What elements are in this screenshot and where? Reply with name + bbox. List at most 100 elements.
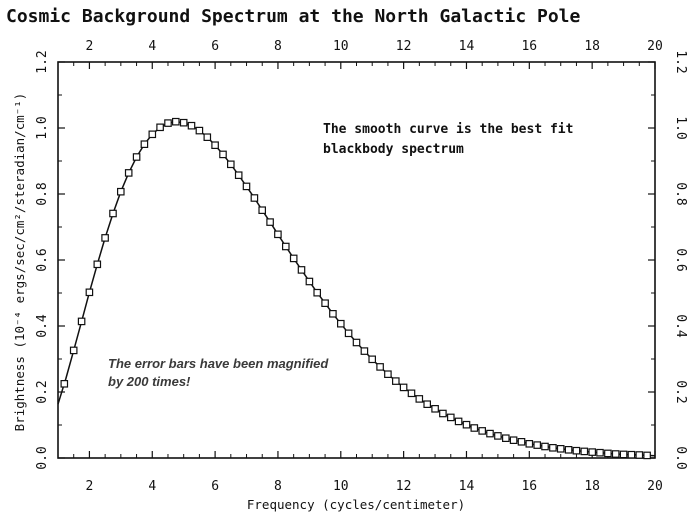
x-tick-label-bottom: 14 [459, 479, 475, 494]
x-tick-label-top: 10 [333, 39, 349, 54]
data-point [572, 446, 581, 455]
x-tick-label-top: 14 [459, 39, 475, 54]
x-tick-label-bottom: 6 [211, 479, 219, 494]
data-point [627, 450, 636, 459]
data-point [227, 160, 235, 169]
x-tick-label-bottom: 12 [396, 479, 412, 494]
x-tick-label-top: 12 [396, 39, 412, 54]
data-point [282, 242, 290, 251]
axis-ticks [57, 61, 656, 459]
y-tick-label-right: 0.6 [673, 248, 688, 271]
data-point [69, 346, 78, 355]
y-tick-label-right: 0.0 [673, 446, 688, 469]
x-tick-label-bottom: 18 [584, 479, 600, 494]
data-point [313, 288, 322, 297]
x-tick-label-bottom: 20 [647, 479, 663, 494]
x-tick-label-top: 18 [584, 39, 600, 54]
data-point [344, 329, 353, 338]
y-tick-label-left: 0.0 [35, 446, 50, 469]
x-tick-label-bottom: 8 [274, 479, 282, 494]
blackbody-fit-curve [57, 120, 656, 457]
x-tick-label-bottom: 16 [521, 479, 537, 494]
data-point [588, 448, 597, 456]
data-point [132, 153, 141, 161]
x-tick-label-top: 16 [521, 39, 537, 54]
data-markers [60, 117, 651, 460]
data-point [384, 370, 392, 379]
data-point [376, 363, 384, 371]
data-point [517, 438, 526, 446]
data-point [509, 436, 518, 445]
data-point [415, 395, 424, 403]
data-point [195, 126, 204, 135]
data-point [250, 194, 259, 202]
x-tick-label-top: 2 [86, 39, 94, 54]
data-point [274, 230, 282, 239]
data-point [352, 338, 361, 347]
data-point [454, 417, 463, 426]
data-point [478, 427, 487, 435]
data-point [596, 448, 604, 457]
y-tick-label-left: 0.2 [35, 380, 50, 403]
data-point [486, 429, 494, 438]
data-point [77, 317, 86, 326]
data-point [109, 209, 117, 218]
y-tick-label-right: 0.2 [673, 380, 688, 403]
data-point [580, 447, 589, 456]
data-point [423, 400, 432, 409]
y-tick-label-left: 1.0 [35, 116, 50, 139]
y-tick-label-right: 0.4 [673, 314, 688, 338]
x-tick-label-bottom: 10 [333, 479, 349, 494]
y-tick-label-left: 0.8 [35, 182, 50, 205]
y-tick-label-right: 1.0 [673, 116, 688, 139]
data-point [392, 377, 400, 385]
data-point [93, 260, 102, 269]
data-point [116, 187, 125, 196]
annotation-fit-line-1: The smooth curve is the best fit [323, 122, 573, 137]
x-tick-label-bottom: 4 [148, 479, 156, 494]
data-point [172, 117, 180, 126]
data-point [604, 449, 612, 458]
data-point [164, 119, 172, 127]
data-point [101, 234, 109, 242]
data-point [85, 288, 94, 297]
y-tick-label-left: 0.4 [35, 314, 50, 338]
data-point [431, 405, 439, 413]
annotation-errorbars-line-2: by 200 times! [108, 374, 191, 389]
x-tick-label-bottom: 2 [86, 479, 94, 494]
y-tick-label-right: 1.2 [673, 50, 688, 73]
y-axis-label: Brightness (10⁻⁴ ergs/sec/cm²/steradian/… [12, 93, 27, 432]
data-point [258, 206, 267, 215]
data-point [203, 133, 212, 142]
data-point [635, 451, 644, 459]
x-tick-label-top: 20 [647, 39, 663, 54]
data-point [297, 266, 306, 274]
tick-labels: 2 2 4 4 6 6 8 8 10 10 12 12 14 14 16 16 18 18 20 20 0.0 0.0 0.… [35, 39, 688, 494]
data-point [179, 118, 188, 127]
data-point [234, 171, 243, 180]
data-point [289, 254, 298, 263]
data-point [140, 140, 149, 149]
data-point [494, 432, 502, 440]
annotations: The smooth curve is the best fit blackbo… [108, 122, 573, 389]
data-point [470, 424, 479, 432]
data-point [242, 182, 251, 191]
data-point [564, 446, 573, 454]
data-point [549, 444, 557, 452]
x-tick-label-top: 8 [274, 39, 282, 54]
data-point [611, 450, 620, 458]
data-point [439, 409, 447, 418]
data-point [525, 440, 534, 448]
data-point [643, 451, 651, 460]
x-tick-label-top: 4 [148, 39, 156, 54]
data-point [211, 141, 219, 150]
data-point [360, 347, 369, 355]
data-point [329, 310, 337, 318]
data-point [266, 218, 274, 226]
annotation-errorbars-line-1: The error bars have been magnified [108, 356, 329, 371]
data-point [156, 123, 164, 132]
data-point [219, 150, 227, 159]
annotation-fit-line-2: blackbody spectrum [323, 142, 464, 157]
data-point [399, 383, 408, 392]
